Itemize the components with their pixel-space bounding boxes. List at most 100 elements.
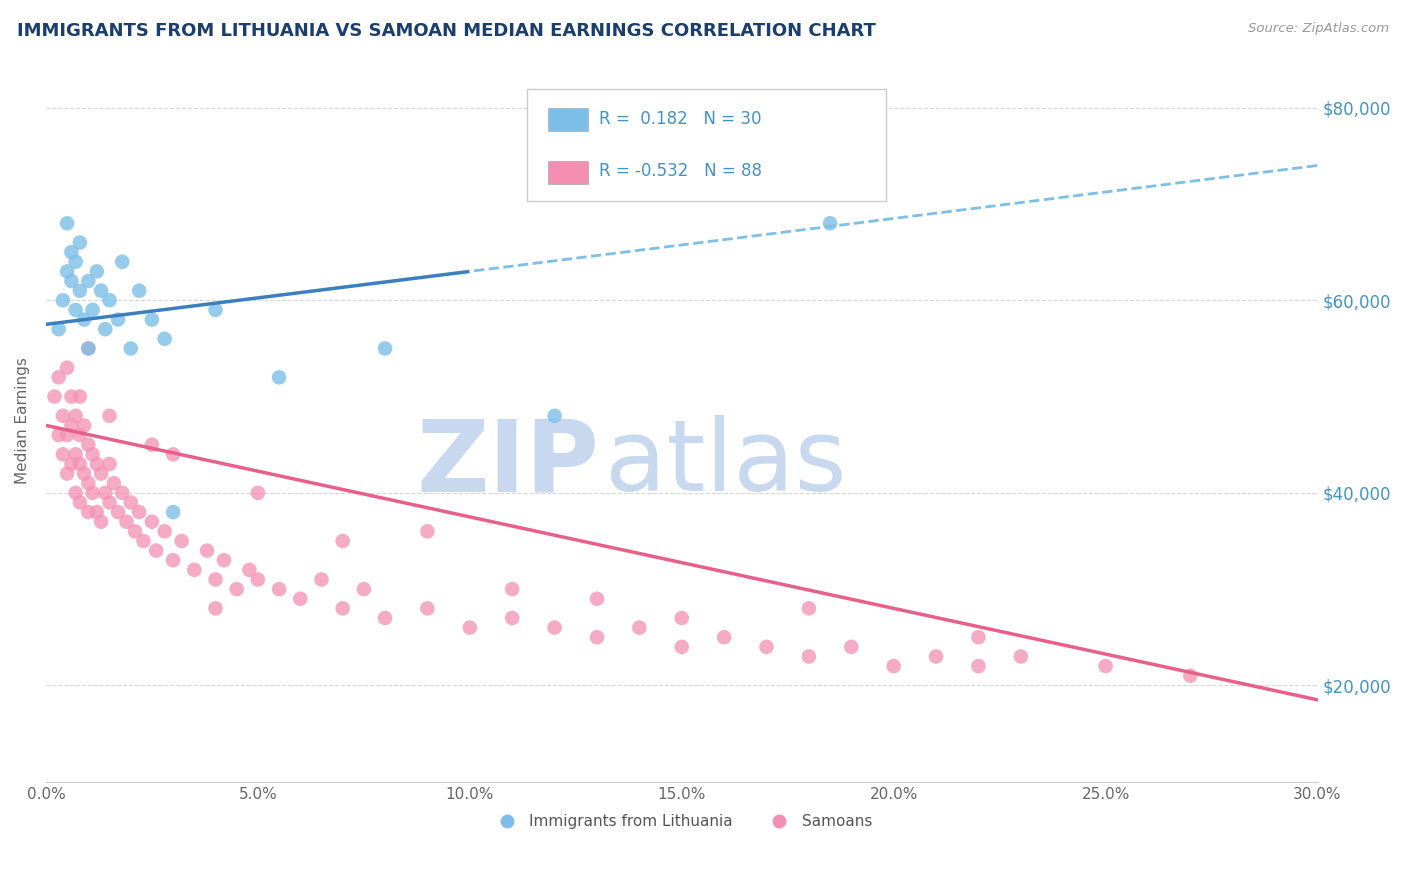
Point (65, 486, 87, 500)
Point (162, 505, 184, 519)
Point (77, 505, 100, 519)
Point (586, 630, 609, 644)
Point (56, 467, 79, 481)
Point (145, 543, 167, 558)
Point (65, 447, 87, 461)
Point (162, 447, 184, 461)
Point (128, 284, 150, 298)
Point (416, 524, 439, 539)
Point (69, 390, 91, 404)
Point (107, 312, 129, 326)
Point (77, 274, 100, 288)
Text: R = -0.532   N = 88: R = -0.532 N = 88 (599, 162, 762, 180)
Point (374, 611, 396, 625)
Point (98, 293, 121, 308)
Point (267, 582, 290, 596)
Point (713, 630, 735, 644)
Point (82, 302, 104, 317)
Point (501, 582, 523, 596)
Point (77, 476, 100, 491)
Point (60, 390, 83, 404)
Point (73, 467, 96, 481)
Point (170, 533, 193, 548)
Point (48, 370, 70, 384)
Point (65, 302, 87, 317)
Point (65, 409, 87, 423)
Text: ZIP: ZIP (416, 416, 599, 512)
Point (839, 640, 862, 654)
Text: Source: ZipAtlas.com: Source: ZipAtlas.com (1249, 22, 1389, 36)
Point (98, 495, 121, 509)
Point (246, 486, 269, 500)
Point (1180, 669, 1202, 683)
Point (60, 245, 83, 260)
Point (82, 486, 104, 500)
Point (48, 322, 70, 336)
Point (69, 284, 91, 298)
Point (82, 447, 104, 461)
Point (238, 563, 260, 577)
Point (153, 524, 176, 539)
Point (128, 505, 150, 519)
Point (90, 284, 112, 298)
Point (69, 235, 91, 250)
Point (162, 553, 184, 567)
Point (56, 428, 79, 442)
Point (86, 264, 108, 278)
Point (246, 573, 269, 587)
Point (107, 505, 129, 519)
Point (195, 543, 218, 558)
Point (204, 573, 226, 587)
Point (73, 418, 96, 433)
Point (77, 342, 100, 356)
Point (56, 216, 79, 230)
Point (671, 640, 693, 654)
Point (98, 457, 121, 471)
Point (60, 274, 83, 288)
Point (290, 591, 312, 606)
Point (60, 418, 83, 433)
Point (797, 601, 820, 615)
Point (204, 601, 226, 615)
Point (86, 457, 108, 471)
Point (267, 370, 290, 384)
Point (52, 447, 75, 461)
Point (65, 254, 87, 268)
Point (797, 649, 820, 664)
Point (883, 659, 905, 673)
Point (52, 293, 75, 308)
Point (103, 476, 125, 491)
Point (204, 302, 226, 317)
Point (1094, 659, 1116, 673)
Point (44, 390, 66, 404)
Point (353, 582, 375, 596)
Point (458, 621, 481, 635)
Point (56, 360, 79, 375)
Point (69, 457, 91, 471)
Point (141, 515, 163, 529)
Point (153, 332, 176, 346)
Text: IMMIGRANTS FROM LITHUANIA VS SAMOAN MEDIAN EARNINGS CORRELATION CHART: IMMIGRANTS FROM LITHUANIA VS SAMOAN MEDI… (17, 22, 876, 40)
Point (94, 322, 117, 336)
Point (543, 409, 565, 423)
Point (111, 254, 134, 268)
Point (60, 457, 83, 471)
Point (120, 495, 142, 509)
Point (56, 264, 79, 278)
Text: R =  0.182   N = 30: R = 0.182 N = 30 (599, 110, 762, 128)
Point (374, 342, 396, 356)
Point (416, 601, 439, 615)
Point (141, 438, 163, 452)
Point (52, 409, 75, 423)
Point (225, 582, 247, 596)
Point (183, 563, 205, 577)
Point (111, 486, 134, 500)
Point (332, 533, 354, 548)
Point (86, 505, 108, 519)
Legend: Immigrants from Lithuania, Samoans: Immigrants from Lithuania, Samoans (485, 808, 879, 836)
Point (69, 428, 91, 442)
Point (77, 342, 100, 356)
Point (90, 467, 112, 481)
Point (48, 428, 70, 442)
Point (124, 524, 146, 539)
